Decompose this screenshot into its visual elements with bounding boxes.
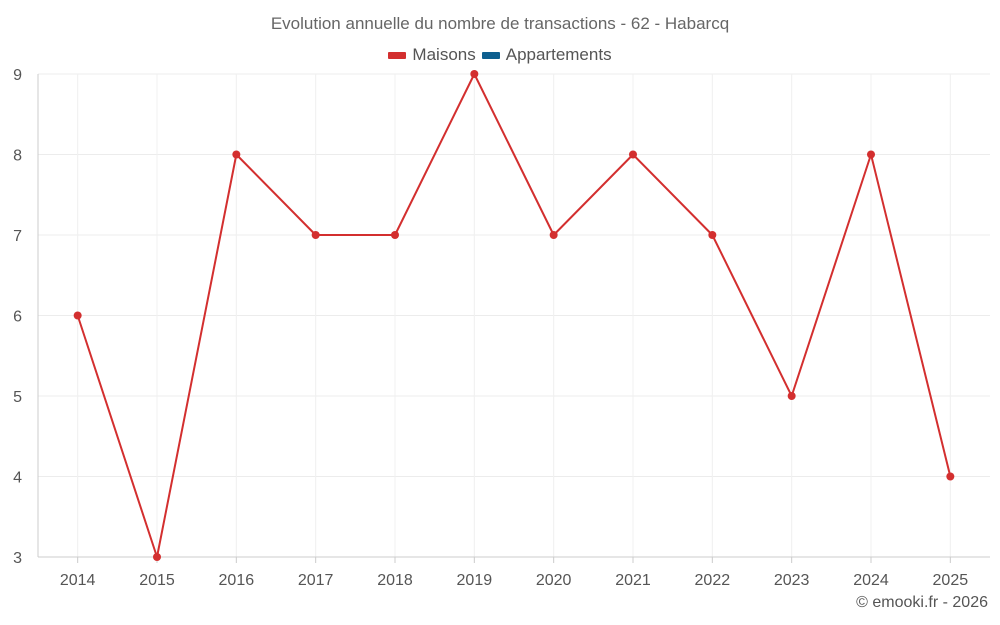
y-tick-label: 7 xyxy=(13,228,22,245)
x-tick-label: 2016 xyxy=(219,572,255,589)
data-point xyxy=(549,231,558,239)
y-tick-label: 6 xyxy=(13,309,22,326)
data-point xyxy=(470,70,479,78)
x-tick-label: 2023 xyxy=(774,572,810,589)
y-tick-label: 9 xyxy=(13,67,22,84)
legend-label-maisons: Maisons xyxy=(412,45,476,64)
data-point xyxy=(232,150,241,159)
data-point xyxy=(73,311,82,320)
data-point xyxy=(153,553,161,561)
x-tick-label: 2018 xyxy=(377,572,413,589)
data-point xyxy=(708,231,717,239)
y-tick-label: 5 xyxy=(13,389,22,406)
y-tick-label: 4 xyxy=(13,470,22,487)
credit-text: © emooki.fr - 2026 xyxy=(856,594,988,611)
legend-item-maisons[interactable]: Maisons xyxy=(388,45,476,65)
x-tick-label: 2020 xyxy=(536,572,572,589)
chart-title: Evolution annuelle du nombre de transact… xyxy=(270,14,730,33)
y-tick-label: 8 xyxy=(13,148,22,165)
legend: Maisons Appartements xyxy=(0,45,1000,65)
x-tick-label: 2024 xyxy=(853,572,889,589)
data-point xyxy=(311,231,320,239)
legend-swatch-maisons xyxy=(388,51,407,59)
legend-item-appartements[interactable]: Appartements xyxy=(481,45,612,65)
x-tick-label: 2021 xyxy=(615,572,651,589)
data-point xyxy=(946,472,955,481)
x-tick-label: 2022 xyxy=(695,572,731,589)
data-point xyxy=(629,150,637,159)
x-tick-label: 2015 xyxy=(139,572,175,589)
legend-swatch-appartements xyxy=(481,51,500,59)
x-tick-label: 2014 xyxy=(60,572,96,589)
x-tick-label: 2017 xyxy=(298,572,334,589)
y-tick-label: 3 xyxy=(13,550,22,567)
data-point xyxy=(391,231,399,239)
series-line-maisons xyxy=(76,73,952,558)
data-point xyxy=(787,392,796,400)
x-tick-label: 2025 xyxy=(933,572,969,589)
data-point xyxy=(867,150,875,159)
x-tick-label: 2019 xyxy=(457,572,493,589)
legend-label-appartements: Appartements xyxy=(505,45,612,64)
